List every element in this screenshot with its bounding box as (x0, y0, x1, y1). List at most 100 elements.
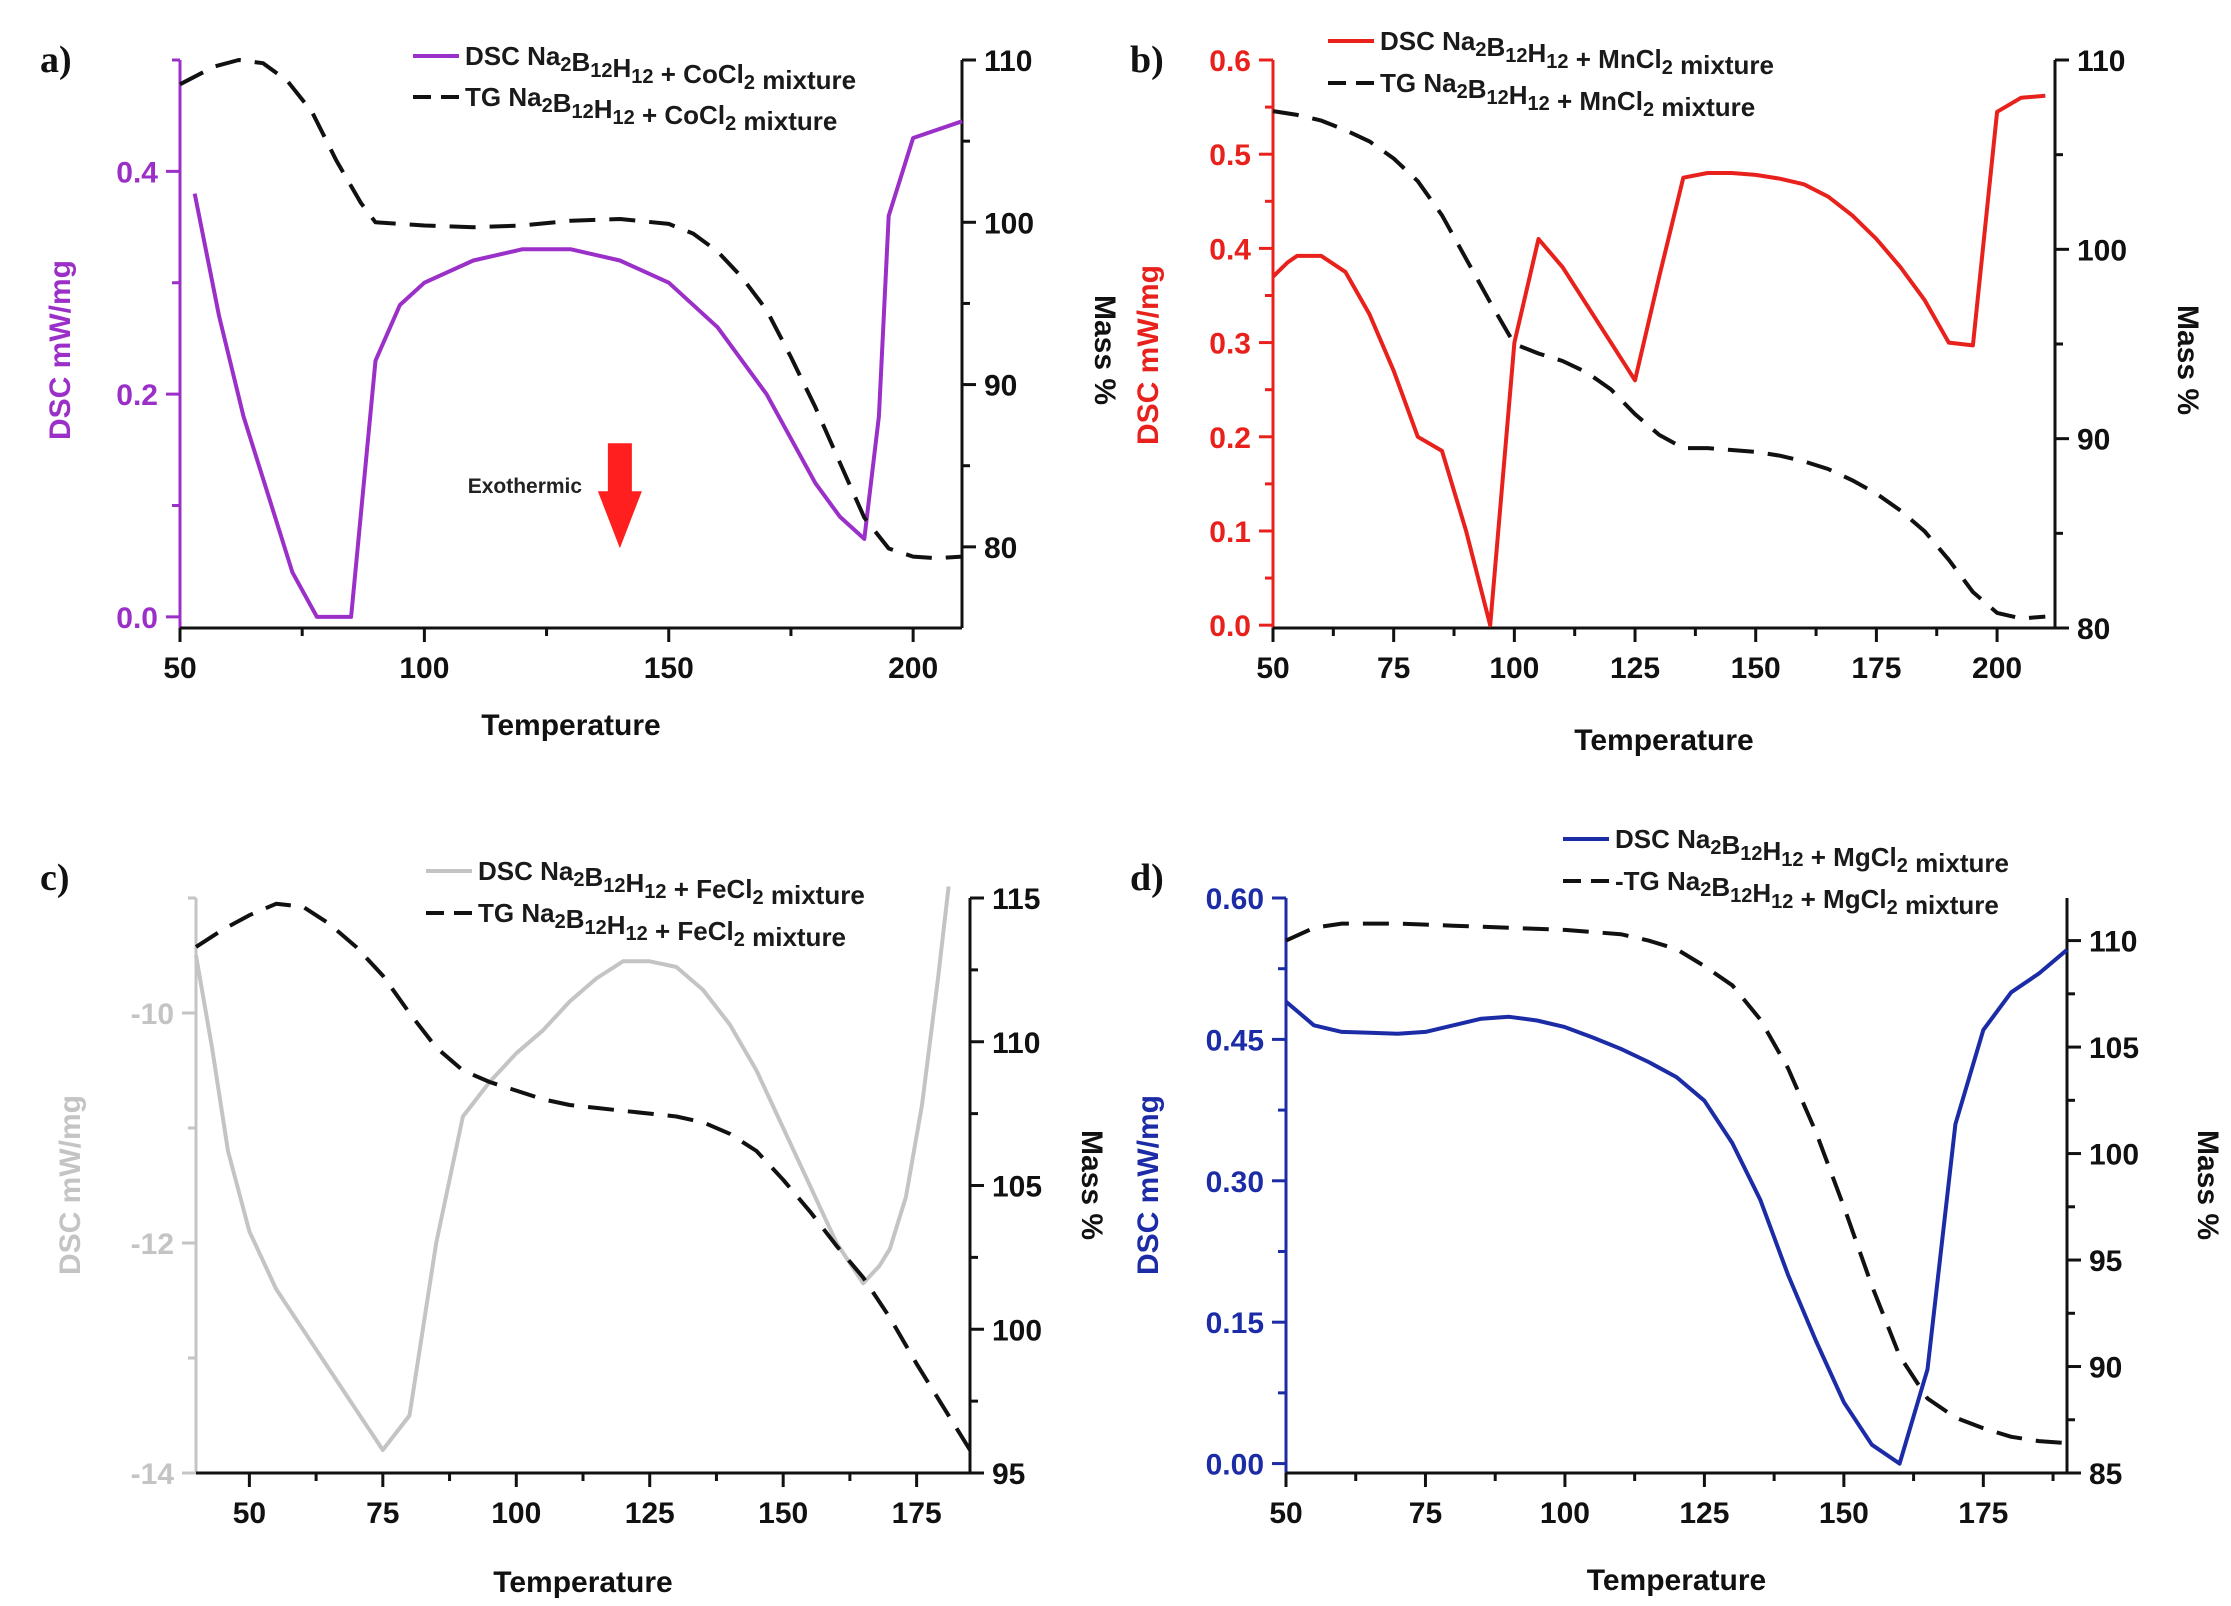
legend-text: DSC Na (465, 41, 561, 71)
left-y-tick-label: 0.30 (1206, 1166, 1264, 1199)
legend-text: + FeCl (667, 874, 753, 904)
legend-text: DSC Na (1615, 824, 1711, 854)
legend-text: H (594, 94, 613, 124)
legend-subscript: 2 (1700, 879, 1711, 901)
left-y-tick-label: 0.6 (1209, 45, 1251, 78)
panel-label: d) (1130, 857, 1164, 899)
legend-text: B (571, 47, 590, 77)
x-tick-label: 100 (399, 652, 449, 685)
left-y-tick-label: 0.00 (1206, 1449, 1264, 1482)
legend-subscript: 2 (560, 54, 571, 76)
x-tick-label: 100 (491, 1497, 541, 1530)
legend-subscript: 12 (1771, 891, 1793, 913)
left-y-tick-label: 0.2 (116, 379, 158, 412)
dsc-series-line (1271, 93, 2046, 628)
right-y-tick-label: 110 (984, 45, 1032, 78)
legend-entry: DSC Na2B12H12 + MnCl2 mixture (1380, 26, 1774, 80)
legend-subscript: 2 (753, 887, 764, 909)
chart-panel-d: 50 75 100 125 150 175 0.00 0.15 0.30 0.45 0.60 85 90… (1130, 824, 2224, 1597)
left-y-tick-label: 0.4 (116, 156, 158, 189)
right-y-axis-label: Mass % (2171, 305, 2204, 415)
exothermic-arrow-icon (597, 443, 642, 549)
left-y-tick-label: 0.15 (1206, 1307, 1264, 1340)
right-y-tick-label: 90 (2077, 424, 2110, 457)
x-tick-label: 50 (163, 652, 196, 685)
legend-text: H (1509, 80, 1528, 110)
chart-panel-b: 50 75 100 125 150 175 200 0.0 0.1 0.2 0.3 0.4 0.5 0.6… (1130, 26, 2204, 757)
right-y-tick-label: 85 (2089, 1458, 2122, 1491)
legend-subscript: 12 (603, 875, 625, 897)
x-tick-label: 200 (888, 652, 938, 685)
legend-subscript: 12 (584, 917, 606, 939)
legend-subscript: 12 (1505, 45, 1527, 67)
legend-text: -TG Na (1615, 866, 1701, 896)
tg-series-line (1285, 921, 2068, 1446)
x-tick-label: 125 (1679, 1497, 1729, 1530)
x-tick-label: 75 (1377, 652, 1410, 685)
x-tick-label: 175 (1958, 1497, 2008, 1530)
legend-text: mixture (764, 880, 865, 910)
left-y-tick-label: 0.0 (116, 602, 158, 635)
right-y-tick-label: 95 (992, 1458, 1025, 1491)
legend-text: H (1528, 38, 1547, 68)
right-y-tick-label: 115 (992, 883, 1040, 916)
legend-entry: DSC Na2B12H12 + MgCl2 mixture (1615, 824, 2009, 878)
legend-subscript: 2 (1710, 837, 1721, 859)
legend-text: TG Na (1380, 68, 1457, 98)
annotation-label: Exothermic (468, 475, 583, 498)
left-y-tick-label: 0.45 (1206, 1024, 1264, 1057)
legend-text: mixture (736, 106, 837, 136)
legend-text: B (566, 904, 585, 934)
legend-subscript: 2 (1897, 855, 1908, 877)
legend-subscript: 12 (1486, 87, 1508, 109)
legend-text: mixture (1898, 890, 1999, 920)
x-axis-label: Temperature (1574, 724, 1754, 757)
panel-label: b) (1130, 39, 1164, 81)
right-y-tick-label: 95 (2089, 1245, 2122, 1278)
right-y-axis-label: Mass % (1088, 295, 1121, 405)
legend-text: + MgCl (1804, 842, 1897, 872)
x-axis-label: Temperature (481, 709, 661, 742)
right-y-tick-label: 100 (2089, 1139, 2139, 1172)
legend-subscript: 2 (1643, 99, 1654, 121)
dsc-series-line (192, 119, 963, 619)
legend-entry: TG Na2B12H12 + FeCl2 mixture (478, 898, 846, 952)
x-tick-label: 150 (758, 1497, 808, 1530)
legend-text: H (626, 868, 645, 898)
right-y-tick-label: 105 (2089, 1032, 2139, 1065)
legend-subscript: 12 (631, 66, 653, 88)
right-y-tick-label: 90 (2089, 1352, 2122, 1385)
legend-subscript: 2 (725, 113, 736, 135)
legend-subscript: 2 (1662, 57, 1673, 79)
panel-label: c) (40, 857, 70, 899)
left-y-axis-label: DSC mW/mg (54, 1095, 87, 1275)
tg-series-line (194, 901, 972, 1452)
legend-text: + CoCl (635, 100, 725, 130)
right-y-axis-label: Mass % (1075, 1130, 1108, 1240)
x-tick-label: 175 (892, 1497, 942, 1530)
legend-text: + MnCl (1569, 44, 1662, 74)
legend-subscript: 12 (626, 923, 648, 945)
right-y-tick-label: 90 (984, 370, 1017, 403)
legend-entry: DSC Na2B12H12 + FeCl2 mixture (478, 856, 865, 910)
legend-subscript: 12 (571, 101, 593, 123)
legend-subscript: 12 (1740, 843, 1762, 865)
left-y-tick-label: 0.1 (1209, 516, 1251, 549)
x-tick-label: 125 (625, 1497, 675, 1530)
left-y-axis-label: DSC mW/mg (1132, 1095, 1165, 1275)
legend-subscript: 2 (1475, 39, 1486, 61)
legend-text: mixture (755, 65, 856, 95)
legend-text: TG Na (465, 82, 542, 112)
legend-subscript: 12 (1546, 51, 1568, 73)
legend-text: mixture (1673, 50, 1774, 80)
legend-subscript: 12 (1730, 885, 1752, 907)
x-tick-label: 50 (233, 1497, 266, 1530)
x-tick-label: 100 (1540, 1497, 1590, 1530)
legend-subscript: 2 (744, 72, 755, 94)
legend-subscript: 12 (590, 60, 612, 82)
legend-subscript: 12 (1781, 849, 1803, 871)
left-y-tick-label: 0.5 (1209, 139, 1251, 172)
right-y-tick-label: 110 (992, 1027, 1040, 1060)
legend-subscript: 2 (542, 95, 553, 117)
